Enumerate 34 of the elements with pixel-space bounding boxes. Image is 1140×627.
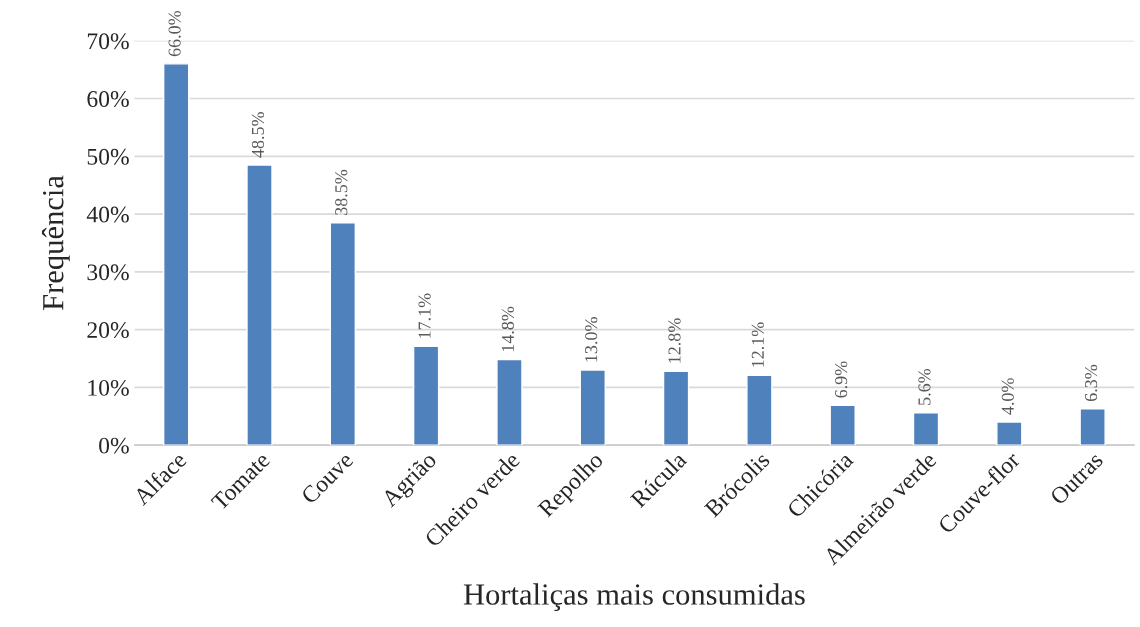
data-label: 6.9%: [835, 361, 848, 398]
bar: [329, 222, 356, 446]
bar: [996, 421, 1023, 446]
y-tick-label: 40%: [86, 206, 129, 223]
data-label: 38.5%: [335, 169, 348, 215]
y-axis-title: Frequência: [41, 175, 70, 310]
bar: [662, 370, 690, 446]
bar: [412, 345, 440, 446]
data-label: 66.0%: [168, 10, 181, 57]
bar: [746, 374, 773, 446]
data-label: 13.0%: [585, 317, 598, 362]
bar: [912, 412, 940, 446]
bar: [496, 358, 523, 446]
y-tick-label: 70%: [87, 33, 129, 50]
bar: [1079, 408, 1106, 446]
y-tick-label: 20%: [87, 322, 129, 339]
data-label: 48.5%: [251, 112, 265, 158]
y-tick-label: 10%: [88, 379, 129, 396]
y-tick-label: 0%: [99, 437, 129, 454]
bar: [579, 369, 606, 446]
x-axis-title: Hortaliças mais consumidas: [463, 583, 805, 612]
bar: [829, 404, 856, 446]
data-label: 17.1%: [418, 293, 431, 338]
data-label: 4.0%: [1001, 378, 1014, 415]
data-label: 6.3%: [1084, 364, 1098, 402]
y-tick-label: 30%: [87, 264, 129, 281]
bar: [162, 63, 190, 446]
y-tick-label: 50%: [87, 148, 129, 165]
data-label: 14.8%: [501, 306, 515, 352]
bar: [246, 164, 273, 446]
y-tick-label: 60%: [87, 91, 129, 108]
data-label: 5.6%: [918, 368, 931, 405]
data-label: 12.1%: [751, 322, 764, 367]
data-label: 12.8%: [668, 318, 681, 363]
